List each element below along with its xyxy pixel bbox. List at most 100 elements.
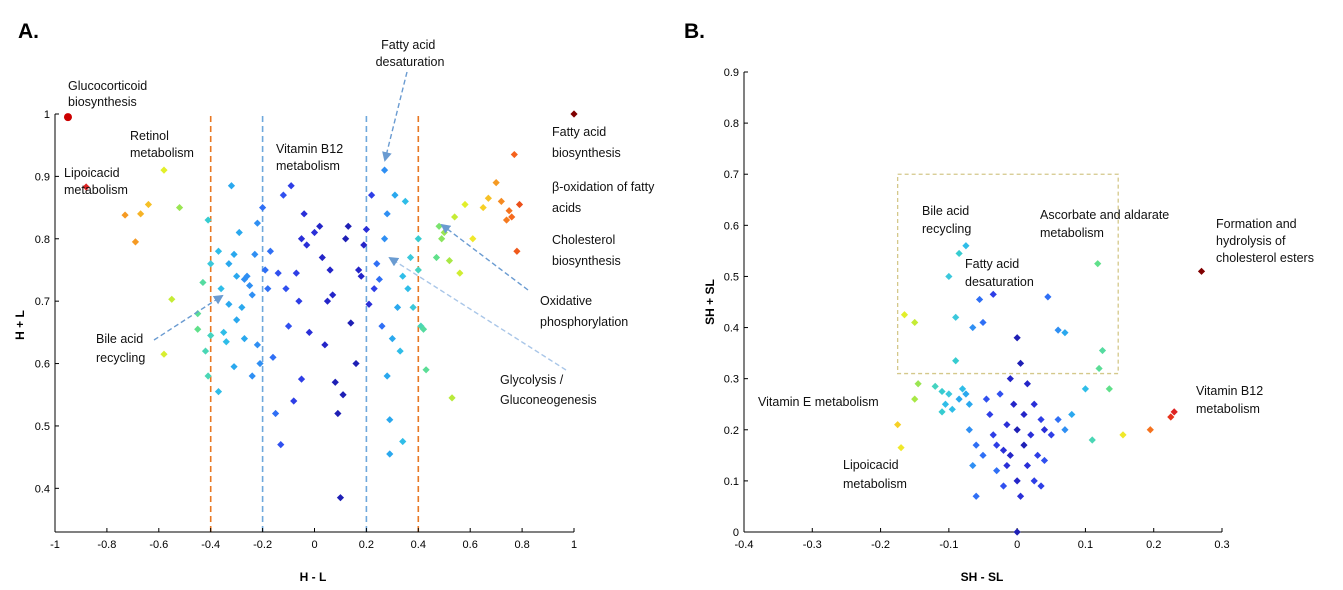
panel-b-data-point <box>1119 431 1127 439</box>
annotation-cholesterol-biosynthesis-line-1: Cholesterol <box>552 233 615 247</box>
annotation-vitamin-b12-a: Vitamin B12 metabolism <box>276 142 347 173</box>
annotation-fatty-acid-desaturation-b: Fatty acid desaturation <box>965 257 1034 289</box>
annotation-glycolysis-line-2: Gluconeogenesis <box>500 393 597 407</box>
annotation-beta-oxidation-line-1: β-oxidation of fatty <box>552 180 655 194</box>
panel-a-data-point <box>352 359 360 368</box>
annotation-vitamin-b12-b-line-2: metabolism <box>1196 402 1260 416</box>
panel-a-data-point <box>479 203 487 212</box>
panel-b-data-point <box>1040 456 1049 465</box>
panel-b-data-point <box>931 382 939 390</box>
panel-a-data-point <box>513 247 521 255</box>
annotation-oxidative-phosphorylation-line-2: phosphorylation <box>540 315 628 329</box>
panel-a-data-point <box>440 228 448 237</box>
panel-b-data-point <box>1020 441 1028 449</box>
annotation-glucocorticoid-line-1: Glucocorticoid <box>68 79 147 93</box>
panel-b-data-point <box>1013 477 1021 485</box>
panel-a-data-point <box>445 257 454 265</box>
panel-a-data-point <box>331 378 339 386</box>
annotation-glycolysis: Glycolysis / Gluconeogenesis <box>500 373 597 407</box>
panel-b-data-point <box>982 395 991 403</box>
panel-a-data-point <box>204 216 212 224</box>
panel-a-data-point <box>240 334 249 343</box>
panel-a-data-point <box>510 150 518 159</box>
annotation-vitamin-b12-b-line-1: Vitamin B12 <box>1196 384 1263 398</box>
panel-b-data-point <box>965 426 973 434</box>
panel-a-data-point <box>515 200 524 209</box>
panel-b-data-point <box>1037 415 1045 424</box>
panel-a-data-point <box>287 182 295 190</box>
panel-a-data-point <box>225 260 233 268</box>
panel-b-data-point <box>955 395 963 403</box>
annotation-lipoicacid-a-line-2: metabolism <box>64 183 128 197</box>
panel-b-y-tick-label: 0.2 <box>724 425 739 437</box>
panel-b-data-point <box>1023 461 1031 470</box>
arrow-oxidative-phosphorylation <box>440 223 529 291</box>
panel-a-data-point <box>336 494 345 502</box>
panel-b-data-point <box>1068 410 1076 419</box>
panel-a-data-point <box>292 269 300 277</box>
panel-a-data-point <box>326 266 334 274</box>
panel-a-data-point <box>269 353 277 361</box>
annotation-cholesterol-biosynthesis-line-2: biosynthesis <box>552 254 621 268</box>
panel-b-data-point <box>1061 329 1069 337</box>
panel-a-data-point <box>238 303 246 312</box>
panel-a-data-point <box>225 300 233 308</box>
panel-a-data-point <box>264 285 272 293</box>
panel-b-data-point <box>945 390 953 398</box>
annotation-fatty-acid-biosynthesis-line-1: Fatty acid <box>552 125 606 139</box>
annotation-oxidative-phosphorylation-line-1: Oxidative <box>540 294 592 308</box>
panel-a-data-point <box>347 319 355 327</box>
panel-a-data-point <box>497 197 505 205</box>
annotation-ascorbate-line-2: metabolism <box>1040 226 1104 240</box>
panel-a-data-point <box>435 222 443 230</box>
panel-b-y-tick-label: 0.8 <box>724 118 739 130</box>
panel-a-data-point <box>290 397 298 405</box>
panel-b-data-point <box>972 492 980 500</box>
panel-a-data-point <box>204 372 212 380</box>
annotation-fatty-acid-biosynthesis: Fatty acid biosynthesis <box>552 125 621 160</box>
annotation-cholesterol-esters-line-1: Formation and <box>1216 217 1297 231</box>
panel-a-data-point <box>251 250 259 258</box>
panel-a-data-point <box>432 253 441 262</box>
annotation-glucocorticoid: Glucocorticoid biosynthesis <box>68 79 151 109</box>
panel-a-data-point <box>279 191 287 199</box>
panel-a-x-axis-title: H - L <box>300 570 327 584</box>
panel-b-data-point <box>1016 492 1025 500</box>
panel-b-data-point <box>952 313 960 321</box>
panel-a-data-point <box>194 325 202 333</box>
annotation-glucocorticoid-line-2: biosynthesis <box>68 95 137 109</box>
panel-a-data-point <box>214 388 223 396</box>
panel-a-data-point <box>378 322 386 330</box>
panel-a-data-point <box>217 285 225 293</box>
panel-a-data-point <box>342 235 350 243</box>
arrow-bile-acid-a <box>153 294 224 341</box>
panel-a-data-point <box>207 331 215 340</box>
panel-a-data-point <box>316 222 324 230</box>
panel-b-data-point <box>1013 334 1021 342</box>
panel-b-data-point <box>955 249 963 258</box>
annotation-oxidative-phosphorylation: Oxidative phosphorylation <box>540 294 628 329</box>
panel-a-data-point <box>300 210 308 218</box>
panel-a-y-tick-label: 0.7 <box>35 296 50 308</box>
panel-b-data-point <box>962 242 970 250</box>
panel-b-x-tick-label: 0.1 <box>1078 539 1093 551</box>
panel-b-data-point <box>1105 385 1113 393</box>
panel-a-data-point <box>386 450 394 458</box>
panel-a-data-point <box>422 366 430 374</box>
panel-a-data-point <box>380 166 389 174</box>
panel-b-data-point <box>1081 385 1090 393</box>
annotation-vitamin-b12-a-line-2: metabolism <box>276 159 340 173</box>
panel-a-data-point <box>282 285 290 293</box>
panel-a-label: A. <box>18 20 39 43</box>
panel-a-data-point <box>329 291 337 299</box>
panel-a-data-point <box>339 391 347 399</box>
panel-b-x-axis-title: SH - SL <box>961 570 1004 584</box>
panel-a-data-point <box>233 316 241 324</box>
panel-a-x-tick-label: -0.4 <box>201 539 220 551</box>
panel-a-data-point <box>365 300 373 308</box>
panel-a-data-point <box>404 285 412 293</box>
panel-a-x-tick-label: -0.8 <box>97 539 116 551</box>
panel-a-y-tick-label: 0.4 <box>35 483 50 495</box>
